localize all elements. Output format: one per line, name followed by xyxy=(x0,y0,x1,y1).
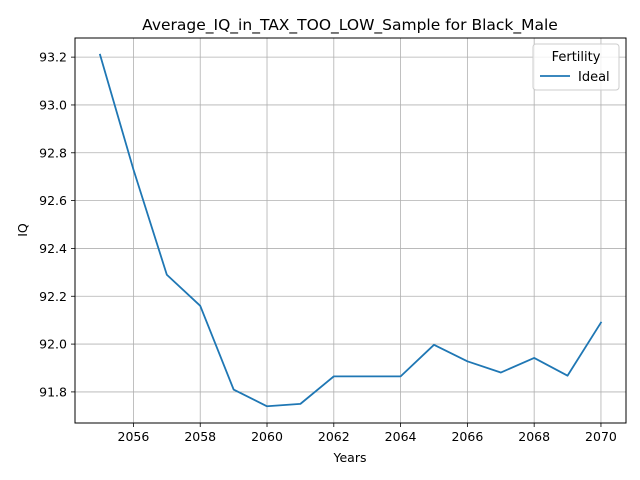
chart-title: Average_IQ_in_TAX_TOO_LOW_Sample for Bla… xyxy=(142,16,558,35)
legend-title: Fertility xyxy=(552,50,601,65)
y-tick-label: 92.8 xyxy=(39,145,67,160)
x-tick-label: 2070 xyxy=(585,429,617,444)
x-tick-label: 2066 xyxy=(451,429,483,444)
y-tick-label: 92.2 xyxy=(39,289,67,304)
grid-lines xyxy=(75,38,626,423)
series-line-ideal xyxy=(98,53,603,408)
x-tick-label: 2056 xyxy=(118,429,150,444)
y-tick-label: 92.4 xyxy=(39,241,67,256)
x-tick-label: 2058 xyxy=(184,429,216,444)
x-axis-ticks: 2056 2058 2060 2062 2064 2066 2068 2070 xyxy=(118,423,617,444)
legend-entry-ideal: Ideal xyxy=(578,70,610,85)
plot-frame xyxy=(74,37,627,424)
x-tick-label: 2064 xyxy=(385,429,417,444)
y-tick-label: 93.0 xyxy=(39,97,67,112)
y-tick-label: 92.6 xyxy=(39,193,67,208)
y-axis-ticks: 91.8 92.0 92.2 92.4 92.6 92.8 93.0 93.2 xyxy=(39,50,75,399)
y-axis-label: IQ xyxy=(15,223,30,237)
x-tick-label: 2062 xyxy=(318,429,350,444)
series-layer xyxy=(98,53,603,408)
x-tick-label: 2060 xyxy=(251,429,283,444)
y-tick-label: 91.8 xyxy=(39,384,67,399)
y-tick-label: 93.2 xyxy=(39,50,67,65)
x-tick-label: 2068 xyxy=(518,429,550,444)
x-axis-label: Years xyxy=(333,450,367,465)
y-tick-label: 92.0 xyxy=(39,337,67,352)
legend: Fertility Ideal xyxy=(532,43,620,91)
legend-box xyxy=(532,43,620,91)
